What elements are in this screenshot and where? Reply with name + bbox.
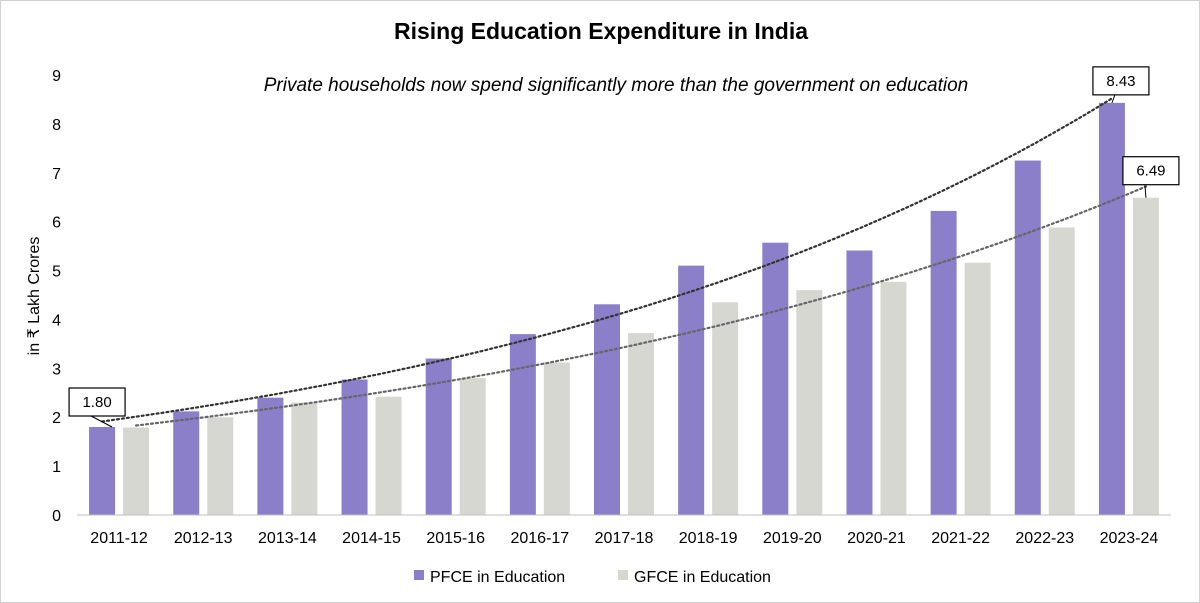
- pfce-bar: [257, 397, 284, 515]
- legend-label-pfce: PFCE in Education: [430, 569, 565, 586]
- x-tick-label: 2017-18: [595, 530, 654, 547]
- gfce-bar: [291, 402, 318, 515]
- callout-box: [1122, 156, 1180, 186]
- legend-swatch-pfce: [414, 570, 424, 580]
- x-tick-label: 2012-13: [174, 530, 233, 547]
- gfce-bar: [796, 290, 823, 515]
- gfce-trendline: [135, 185, 1148, 427]
- callout-label: 8.43: [1106, 73, 1135, 90]
- callout-box: [68, 387, 126, 417]
- y-tick-label: 9: [52, 68, 61, 85]
- callout-label: 6.49: [1136, 163, 1165, 180]
- x-tick-label: 2011-12: [90, 530, 148, 547]
- x-tick-label: 2018-19: [679, 530, 738, 547]
- y-tick-label: 1: [52, 459, 61, 476]
- gfce-bar: [628, 333, 654, 515]
- gfce-bar: [964, 262, 991, 515]
- x-tick-label: 2016-17: [510, 530, 569, 547]
- plot-area: 0 1 2 3 4 5 6 7 8 9 2011-12 2012-13 2013-14 2014-15 20…: [52, 66, 1180, 547]
- gfce-bar: [712, 302, 739, 515]
- gfce-bar: [1048, 227, 1075, 516]
- pfce-bar: [594, 304, 620, 515]
- y-tick-label: 5: [52, 264, 61, 281]
- gfce-bar: [123, 427, 150, 515]
- pfce-bar: [509, 334, 536, 515]
- legend-label-gfce: GFCE in Education: [634, 569, 771, 586]
- x-tick-label: 2023-24: [1100, 530, 1159, 547]
- x-tick-label: 2020-21: [847, 530, 906, 547]
- pfce-bar: [89, 427, 116, 515]
- legend: PFCE in Education GFCE in Education: [414, 569, 771, 586]
- callout-leader: [90, 415, 113, 428]
- x-tick-label: 2022-23: [1015, 530, 1074, 547]
- y-tick-label: 8: [52, 117, 61, 134]
- callout-leader: [1111, 94, 1116, 104]
- gfce-bar: [207, 417, 234, 515]
- pfce-bar: [1014, 160, 1041, 516]
- gfce-bar: [375, 396, 402, 515]
- gfce-bar: [459, 378, 486, 515]
- gfce-bar: [1132, 197, 1159, 515]
- chart-title: Rising Education Expenditure in India: [394, 18, 808, 44]
- pfce-bar: [1098, 102, 1125, 515]
- pfce-bar: [846, 250, 873, 515]
- y-tick-label: 2: [52, 410, 61, 427]
- y-tick-label: 4: [52, 312, 61, 329]
- chart-subtitle: Private households now spend significant…: [264, 75, 969, 96]
- callout-box: [1092, 66, 1150, 96]
- x-tick-label: 2014-15: [342, 530, 401, 547]
- x-tick-label: 2021-22: [931, 530, 990, 547]
- x-tick-label: 2019-20: [763, 530, 822, 547]
- pfce-bar: [678, 265, 705, 515]
- y-tick-label: 7: [52, 166, 61, 183]
- callout-leader: [1144, 184, 1147, 198]
- pfce-bar: [173, 411, 200, 515]
- pfce-bar: [762, 242, 789, 515]
- gfce-bar: [543, 362, 570, 515]
- pfce-bar: [930, 210, 957, 515]
- callout-label: 1.80: [82, 394, 111, 411]
- x-tick-label: 2015-16: [426, 530, 485, 547]
- x-tick-label: 2013-14: [258, 530, 317, 547]
- y-tick-label: 0: [52, 508, 61, 525]
- pfce-bar: [341, 379, 368, 515]
- y-tick-label: 6: [52, 215, 61, 232]
- gfce-bar: [880, 281, 907, 515]
- pfce-trendline: [100, 97, 1114, 423]
- y-tick-label: 3: [52, 361, 61, 378]
- y-axis-label: in ₹ Lakh Crores: [26, 237, 43, 356]
- legend-swatch-gfce: [618, 570, 628, 580]
